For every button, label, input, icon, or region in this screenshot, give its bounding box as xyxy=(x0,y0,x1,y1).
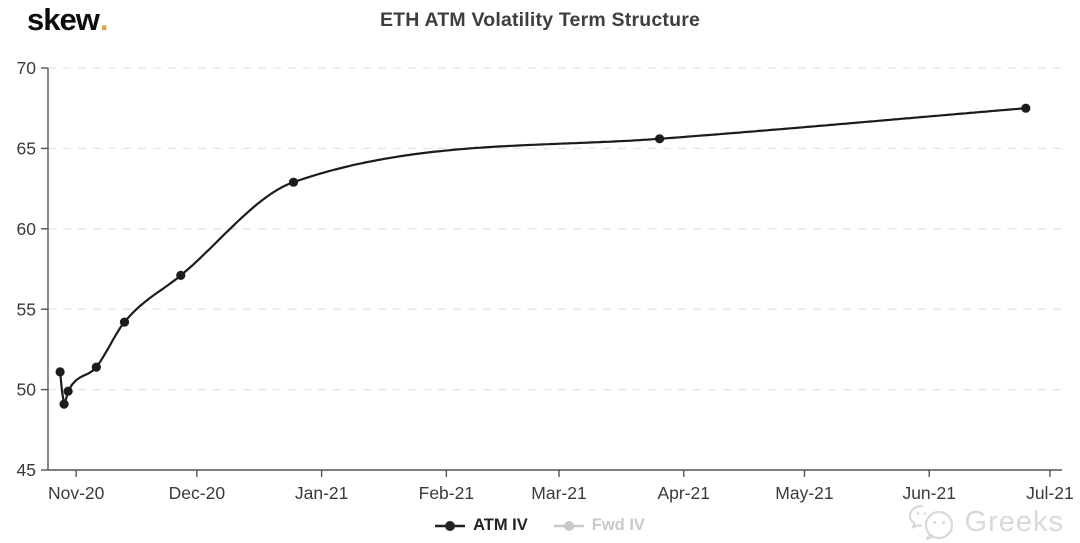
x-tick-label: Apr-21 xyxy=(657,483,710,503)
data-point[interactable] xyxy=(91,362,101,372)
watermark: Greeks xyxy=(906,503,1064,541)
data-point[interactable] xyxy=(63,386,73,396)
y-tick-label: 65 xyxy=(17,139,36,159)
x-tick-label: Jan-21 xyxy=(295,483,349,503)
data-point[interactable] xyxy=(176,270,186,280)
legend-label-atm-iv: ATM IV xyxy=(473,516,528,534)
page-title: ETH ATM Volatility Term Structure xyxy=(379,9,701,31)
y-tick-label: 60 xyxy=(17,219,37,239)
x-tick-label: Mar-21 xyxy=(531,483,586,503)
y-tick-label: 45 xyxy=(17,460,36,480)
y-tick-label: 70 xyxy=(17,58,37,78)
x-tick-label: Feb-21 xyxy=(419,483,474,503)
data-point[interactable] xyxy=(655,134,665,144)
legend-label-fwd-iv: Fwd IV xyxy=(591,516,645,534)
legend: ATM IV Fwd IV xyxy=(0,516,1080,535)
data-point[interactable] xyxy=(59,399,69,409)
data-point[interactable] xyxy=(1021,103,1031,113)
logo-text: skew xyxy=(27,2,100,37)
logo-dot: . xyxy=(99,2,109,37)
data-point[interactable] xyxy=(119,317,130,327)
data-point[interactable] xyxy=(288,177,299,187)
data-point[interactable] xyxy=(55,367,65,377)
y-tick-label: 55 xyxy=(17,299,36,319)
x-tick-label: May-21 xyxy=(775,483,833,503)
x-tick-label: Jun-21 xyxy=(902,483,956,503)
atm-iv-line xyxy=(59,107,1026,406)
legend-item-fwd-iv[interactable]: Fwd IV xyxy=(553,516,645,535)
x-tick-label: Jul-21 xyxy=(1026,483,1074,503)
watermark-text: Greeks xyxy=(964,505,1064,538)
y-tick-label: 50 xyxy=(17,380,37,400)
wechat-icon xyxy=(908,504,953,541)
fwd-iv-marker-icon xyxy=(553,520,584,531)
skew-logo[interactable]: skew. xyxy=(27,2,109,38)
legend-item-atm-iv[interactable]: ATM IV xyxy=(435,516,528,535)
x-tick-label: Nov-20 xyxy=(48,483,105,503)
atm-iv-marker-icon xyxy=(435,520,466,531)
x-tick-label: Dec-20 xyxy=(169,483,226,503)
